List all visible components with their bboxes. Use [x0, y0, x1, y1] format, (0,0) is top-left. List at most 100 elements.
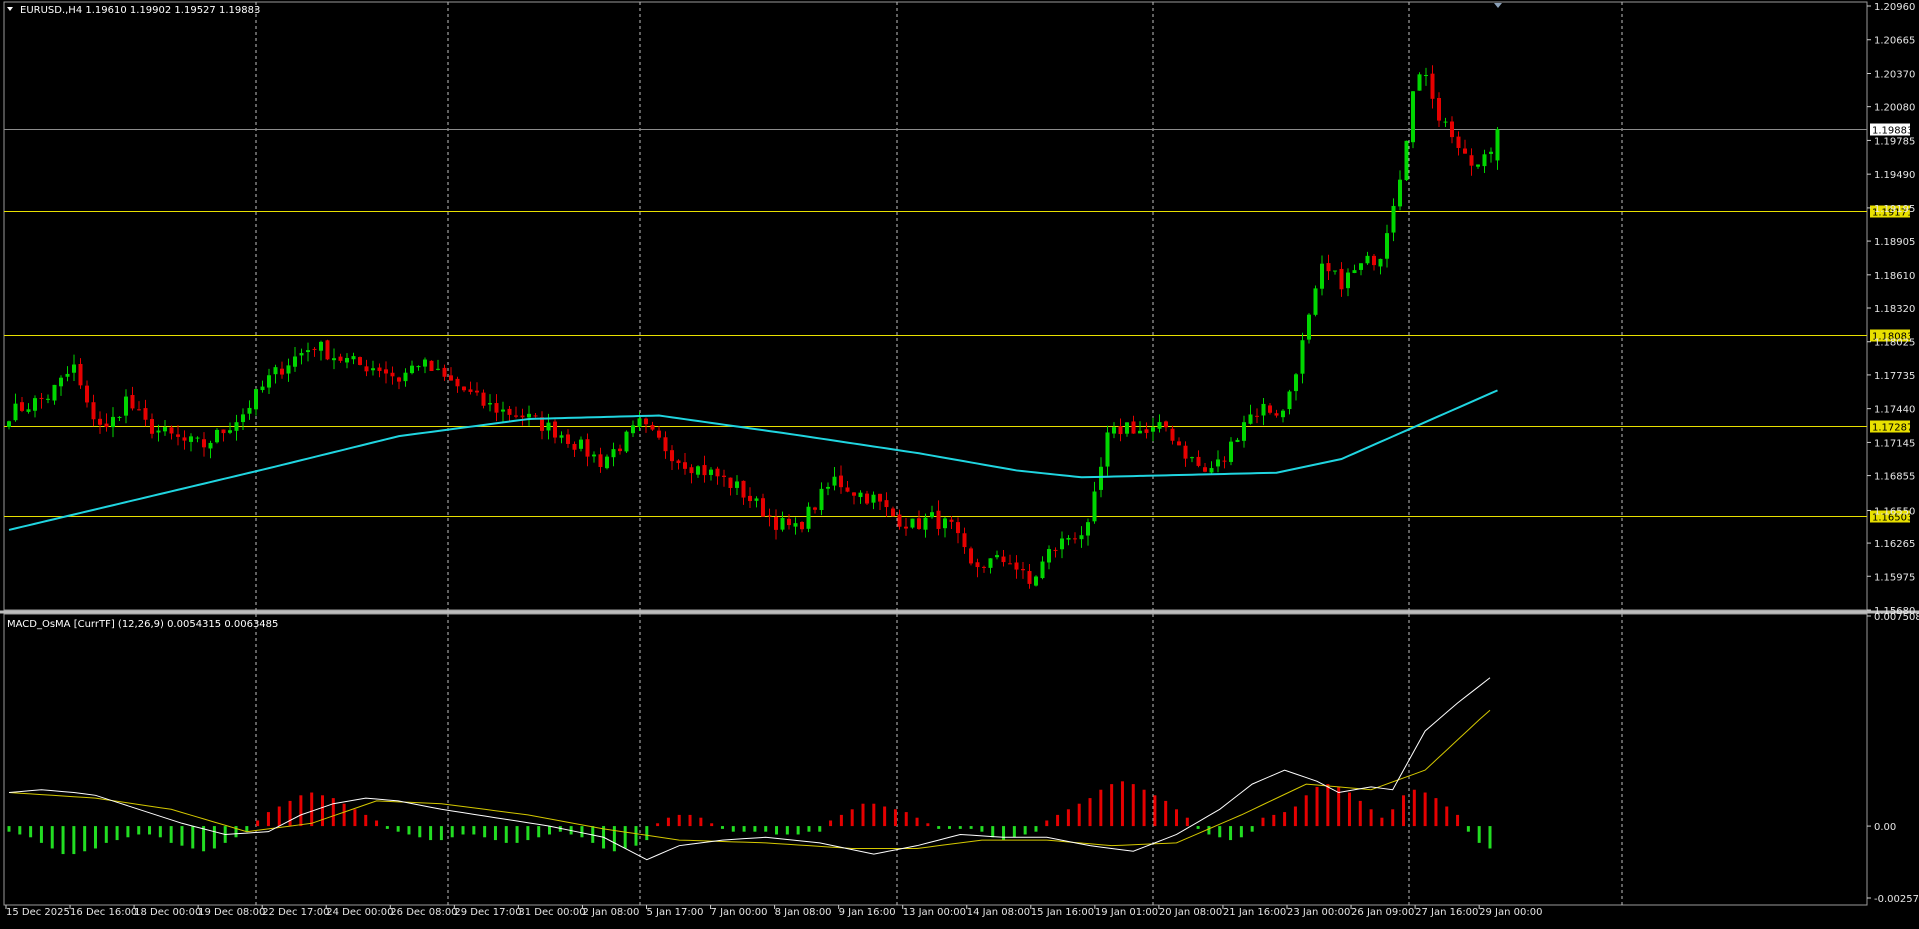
macd-histogram-bar-negative: [169, 826, 173, 843]
bear-candle: [1274, 413, 1279, 416]
bull-candle: [416, 366, 421, 368]
bear-candle: [618, 448, 622, 452]
macd-histogram-bar-positive: [1175, 809, 1179, 827]
macd-histogram-bar-positive: [320, 795, 324, 827]
price-axis-label: 1.18610: [1874, 271, 1915, 282]
bear-candle: [917, 518, 921, 529]
bear-candle: [1268, 405, 1272, 413]
bull-candle: [1424, 74, 1428, 76]
bull-candle: [351, 356, 356, 360]
bear-candle: [143, 408, 148, 420]
time-axis-label: 29 Jan 00:00: [1479, 907, 1542, 918]
bear-candle: [891, 508, 895, 517]
macd-histogram-bar-positive: [904, 812, 908, 827]
bear-candle: [1021, 568, 1025, 571]
bull-candle: [423, 359, 427, 367]
macd-histogram-bar-negative: [796, 826, 800, 835]
macd-histogram-bar-positive: [1088, 798, 1092, 827]
bull-candle: [117, 416, 122, 418]
macd-histogram-bar-negative: [1034, 826, 1038, 832]
bear-candle: [1450, 121, 1454, 138]
macd-signal-line: [8, 709, 1491, 849]
bear-candle: [481, 392, 486, 406]
time-axis-label: 8 Jan 08:00: [775, 907, 832, 918]
bull-candle: [819, 488, 824, 510]
bear-candle: [1008, 563, 1012, 565]
bull-candle: [1034, 576, 1038, 586]
bull-candle: [930, 512, 934, 518]
bear-candle: [1255, 415, 1259, 417]
bear-candle: [312, 348, 317, 350]
bear-candle: [507, 408, 512, 415]
bull-candle: [33, 398, 37, 411]
time-axis-label: 22 Dec 17:00: [262, 907, 329, 918]
macd-histogram-bar-negative: [1023, 826, 1027, 835]
price-axis-label: 1.16265: [1874, 539, 1915, 550]
macd-histogram-bar-positive: [1077, 803, 1081, 827]
bull-candle: [871, 494, 876, 503]
bull-candle: [1060, 538, 1064, 550]
macd-axis-label: -0.002570: [1874, 894, 1919, 905]
bear-candle: [540, 417, 544, 431]
ma-layer: [8, 389, 1498, 531]
bull-candle: [1346, 272, 1350, 289]
bull-candle: [1229, 441, 1233, 462]
chart-menu-triangle-icon[interactable]: [7, 7, 13, 11]
bear-candle: [585, 439, 590, 457]
bear-candle: [598, 454, 603, 467]
macd-histogram-bar-positive: [1358, 800, 1362, 827]
macd-histogram-bar-positive: [699, 817, 703, 827]
macd-histogram-bar-negative: [807, 826, 811, 832]
macd-histogram-bar-negative: [7, 826, 11, 832]
price-axis-label: 1.20960: [1874, 2, 1915, 13]
bull-candle: [1281, 410, 1285, 418]
bull-candle: [345, 357, 349, 363]
bear-candle: [1372, 255, 1376, 266]
macd-histogram-bar-negative: [1207, 826, 1211, 835]
bull-candle: [1112, 427, 1116, 434]
bull-candle: [260, 386, 265, 391]
macd-histogram-bar-negative: [537, 826, 541, 838]
time-axis-label: 5 Jan 17:00: [647, 907, 704, 918]
bull-candle: [234, 422, 239, 431]
bear-candle: [956, 522, 960, 534]
bull-candle: [709, 469, 713, 475]
price-axis-label: 1.15975: [1874, 572, 1915, 583]
bull-candle: [1352, 270, 1357, 274]
bear-candle: [663, 437, 668, 452]
bull-candle: [1320, 263, 1324, 289]
macd-histogram-bar-positive: [266, 812, 270, 827]
macd-histogram-bar-negative: [1477, 826, 1481, 843]
bull-candle: [579, 439, 583, 449]
bull-candle: [189, 436, 193, 442]
bull-candle: [501, 409, 505, 412]
bull-candle: [1359, 263, 1363, 270]
macd-histogram-bar-negative: [461, 826, 465, 835]
macd-histogram-bar-negative: [818, 826, 822, 832]
macd-histogram-bar-negative: [137, 826, 141, 835]
bear-candle: [91, 402, 96, 420]
bear-candle: [845, 487, 850, 492]
macd-histogram-bar-negative: [418, 826, 422, 838]
bull-candle: [1333, 270, 1337, 272]
macd-histogram-bar-negative: [212, 826, 216, 849]
macd-histogram-bar-positive: [1142, 789, 1146, 827]
macd-histogram-bar-negative: [753, 826, 757, 832]
bear-candle: [566, 434, 570, 444]
bear-candle: [839, 475, 843, 488]
macd-histogram-bar-negative: [29, 826, 33, 838]
time-axis-label: 9 Jan 16:00: [839, 907, 896, 918]
bear-candle: [1203, 467, 1207, 472]
shift-marker-icon[interactable]: [1494, 3, 1502, 8]
bull-candle: [436, 368, 440, 370]
macd-histogram-bar-negative: [1012, 826, 1016, 838]
level-price-badge: [1870, 420, 1910, 433]
time-axis-label: 27 Jan 16:00: [1415, 907, 1478, 918]
price-pane-frame: [3, 1, 1868, 611]
macd-histogram-bar-negative: [558, 826, 562, 832]
macd-histogram-bar-negative: [720, 826, 724, 829]
macd-histogram-bar-positive: [688, 814, 692, 827]
level-price-label: 1.16503: [1872, 513, 1913, 524]
